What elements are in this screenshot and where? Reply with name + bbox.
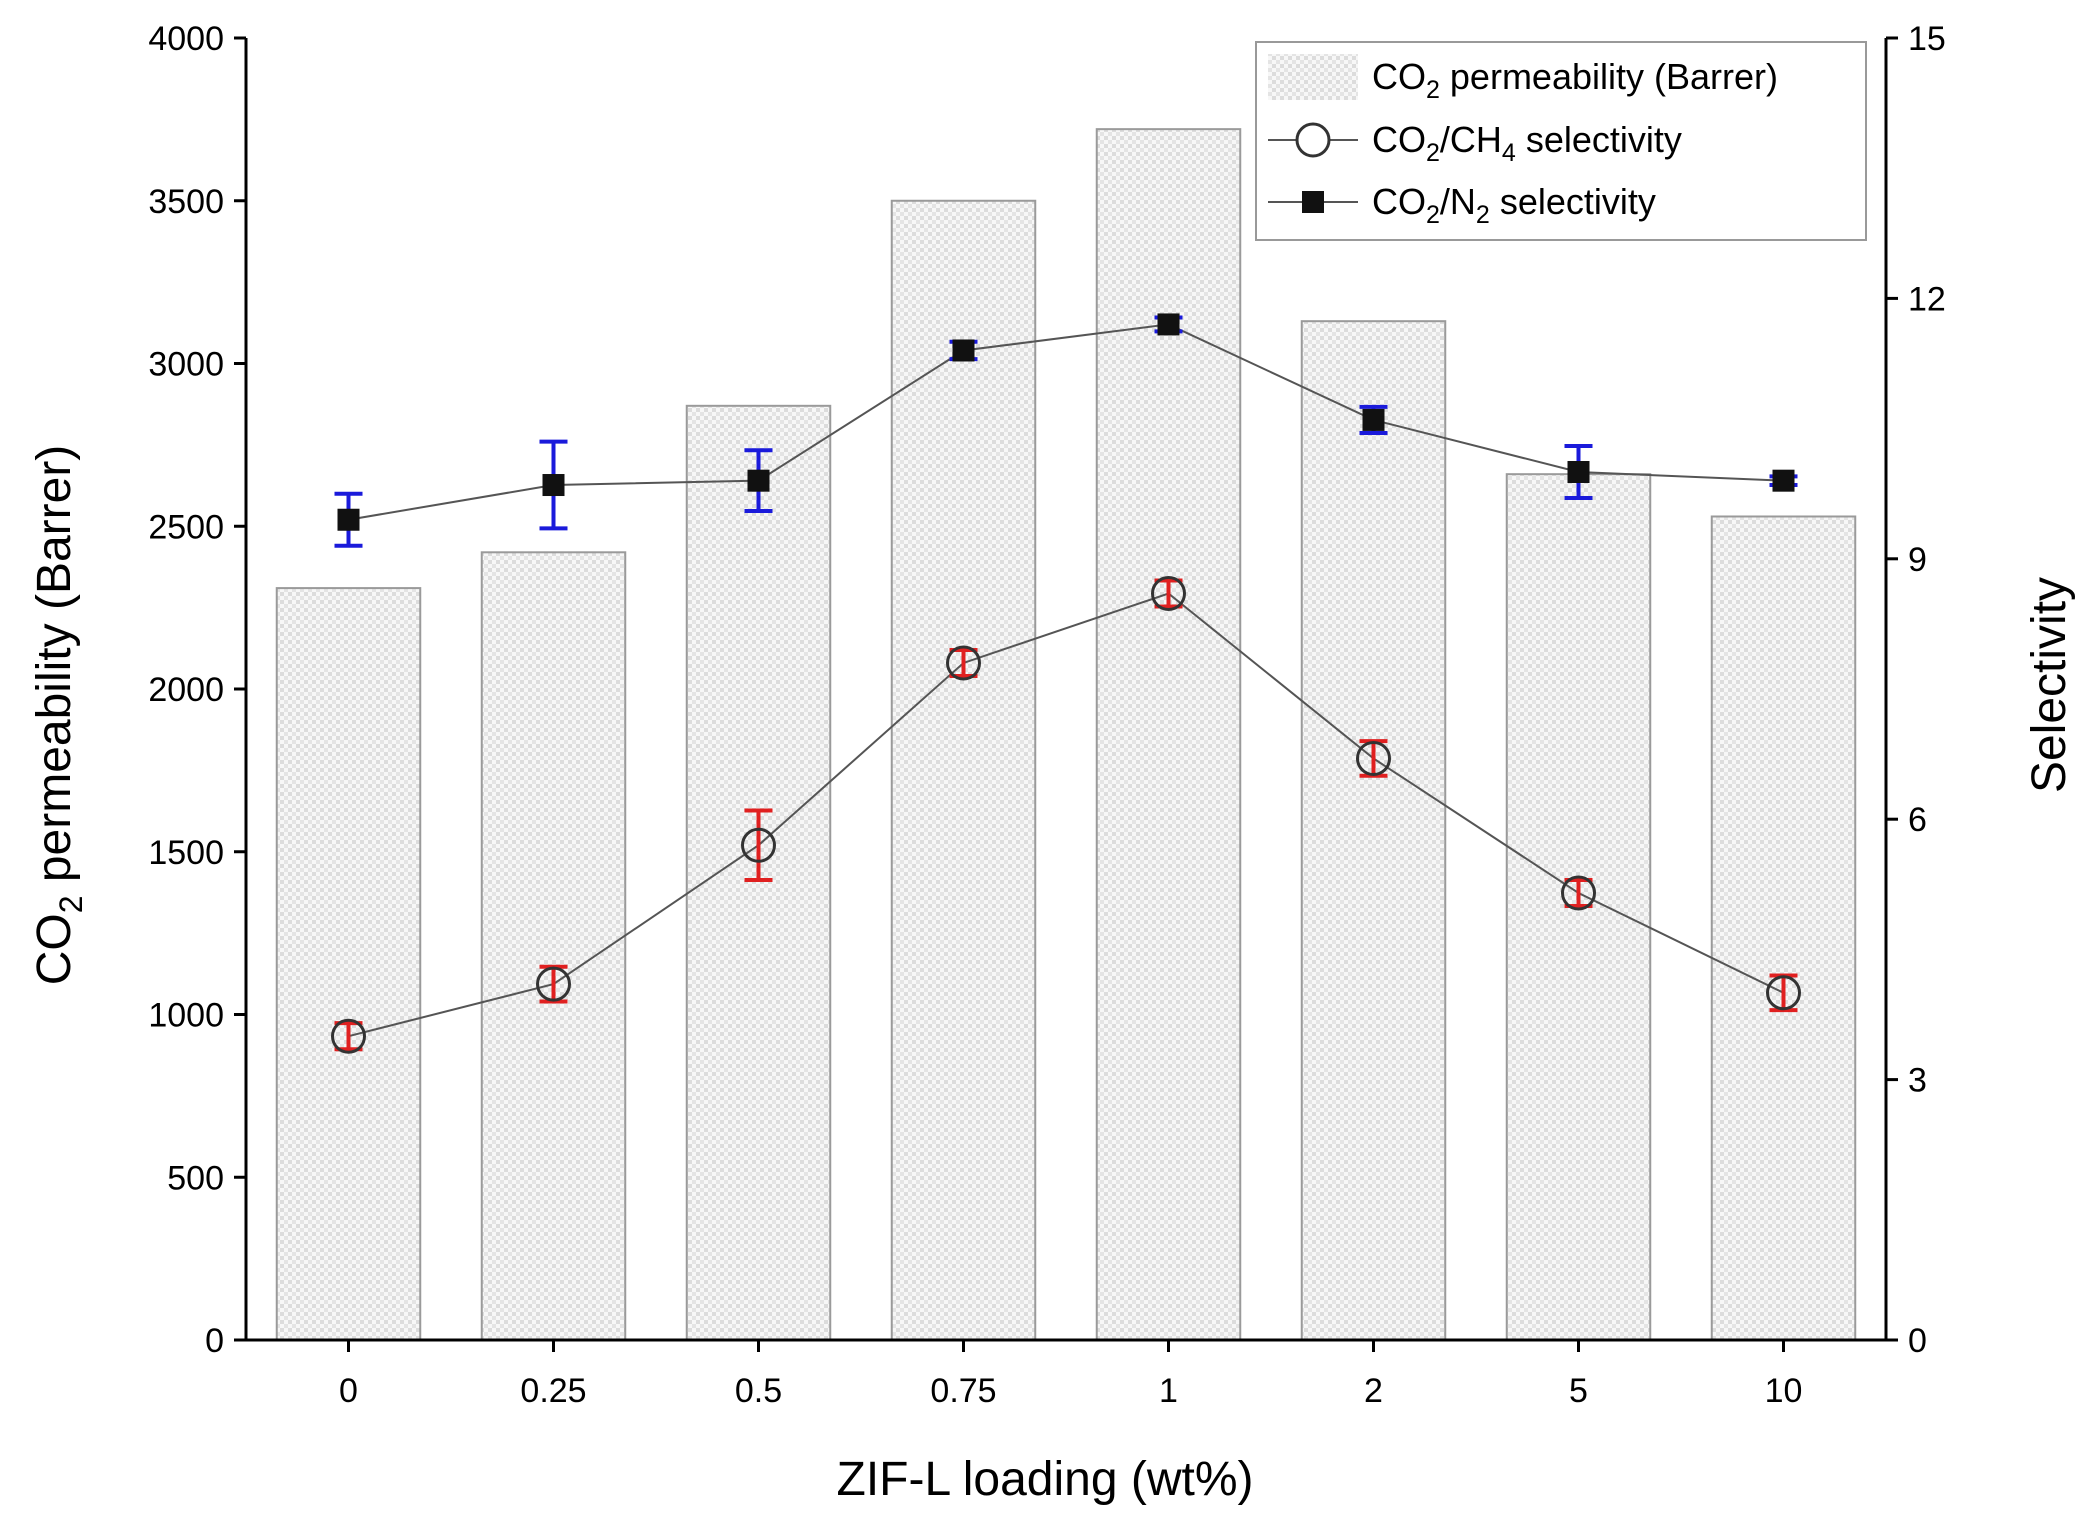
x-tick-label-10: 10 (1765, 1372, 1803, 1410)
y-left-tick-label-3000: 3000 (148, 346, 224, 384)
point-n2-6 (1567, 461, 1590, 483)
point-n2-5 (1362, 408, 1385, 431)
y-right-tick-label-15: 15 (1908, 20, 1946, 58)
point-n2-7 (1772, 469, 1795, 492)
x-tick-label-0.25: 0.25 (520, 1372, 586, 1410)
lines-layer (331, 313, 1801, 1054)
bar-2 (1300, 320, 1447, 1341)
x-axis-title: ZIF-L loading (wt%) (837, 1453, 1254, 1506)
series-line-0 (348, 592, 1784, 1038)
point-ch4-2 (741, 827, 776, 863)
series-line-1 (348, 323, 1784, 521)
bar-10 (1710, 515, 1857, 1341)
y-right-tick-label-6: 6 (1908, 801, 1927, 839)
point-ch4-0 (331, 1018, 366, 1054)
y-axis-right-title: Selectivity (2023, 577, 2076, 793)
axes-layer: 0500100015002000250030003500400003691215… (148, 20, 1945, 1410)
point-ch4-4 (1151, 576, 1186, 612)
bars-layer (275, 128, 1857, 1342)
x-tick-label-0.75: 0.75 (930, 1372, 996, 1410)
y-left-tick-label-500: 500 (167, 1159, 224, 1197)
x-tick-label-0.5: 0.5 (735, 1372, 782, 1410)
bar-0.25 (480, 551, 627, 1341)
y-left-tick-label-3500: 3500 (148, 183, 224, 221)
point-n2-4 (1157, 313, 1180, 336)
point-ch4-1 (536, 966, 571, 1002)
point-n2-1 (542, 474, 565, 497)
point-n2-3 (952, 339, 975, 362)
bar-1 (1095, 128, 1242, 1341)
y-right-tick-label-0: 0 (1908, 1322, 1927, 1360)
x-tick-label-0: 0 (339, 1372, 358, 1410)
point-ch4-3 (946, 645, 981, 681)
legend-bar-label: CO2 permeability (Barrer) (1372, 56, 1778, 104)
legend: CO2 permeability (Barrer) CO2/CH4 select… (1255, 41, 1867, 241)
legend-bar-swatch (1268, 54, 1358, 100)
y-left-tick-label-2000: 2000 (148, 671, 224, 709)
point-n2-2 (747, 469, 770, 492)
point-ch4-7 (1766, 975, 1801, 1011)
point-ch4-5 (1356, 740, 1391, 776)
x-tick-label-2: 2 (1364, 1372, 1383, 1410)
y-left-title-rest: permeability (Barrer) (28, 445, 81, 896)
x-tick-label-5: 5 (1569, 1372, 1588, 1410)
x-tick-label-1: 1 (1159, 1372, 1178, 1410)
y-left-tick-label-1500: 1500 (148, 834, 224, 872)
y-right-tick-label-3: 3 (1908, 1062, 1927, 1100)
legend-ch4-label: CO2/CH4 selectivity (1372, 119, 1682, 167)
y-right-tick-label-9: 9 (1908, 541, 1927, 579)
y-right-tick-label-12: 12 (1908, 280, 1946, 318)
legend-ch4-marker (1295, 122, 1331, 158)
y-left-tick-label-4000: 4000 (148, 20, 224, 58)
point-ch4-6 (1561, 875, 1596, 911)
y-left-tick-label-2500: 2500 (148, 508, 224, 546)
y-left-title-base: CO (28, 913, 81, 985)
y-left-tick-label-1000: 1000 (148, 997, 224, 1035)
legend-n2-label: CO2/N2 selectivity (1372, 181, 1656, 229)
bar-0 (275, 587, 422, 1341)
bar-0.75 (890, 199, 1037, 1341)
y-left-title-sub: 2 (53, 895, 89, 913)
y-left-tick-label-0: 0 (205, 1322, 224, 1360)
legend-n2-marker (1302, 191, 1324, 213)
point-n2-0 (337, 508, 360, 531)
y-axis-left-title: CO2 permeability (Barrer) (28, 445, 89, 986)
